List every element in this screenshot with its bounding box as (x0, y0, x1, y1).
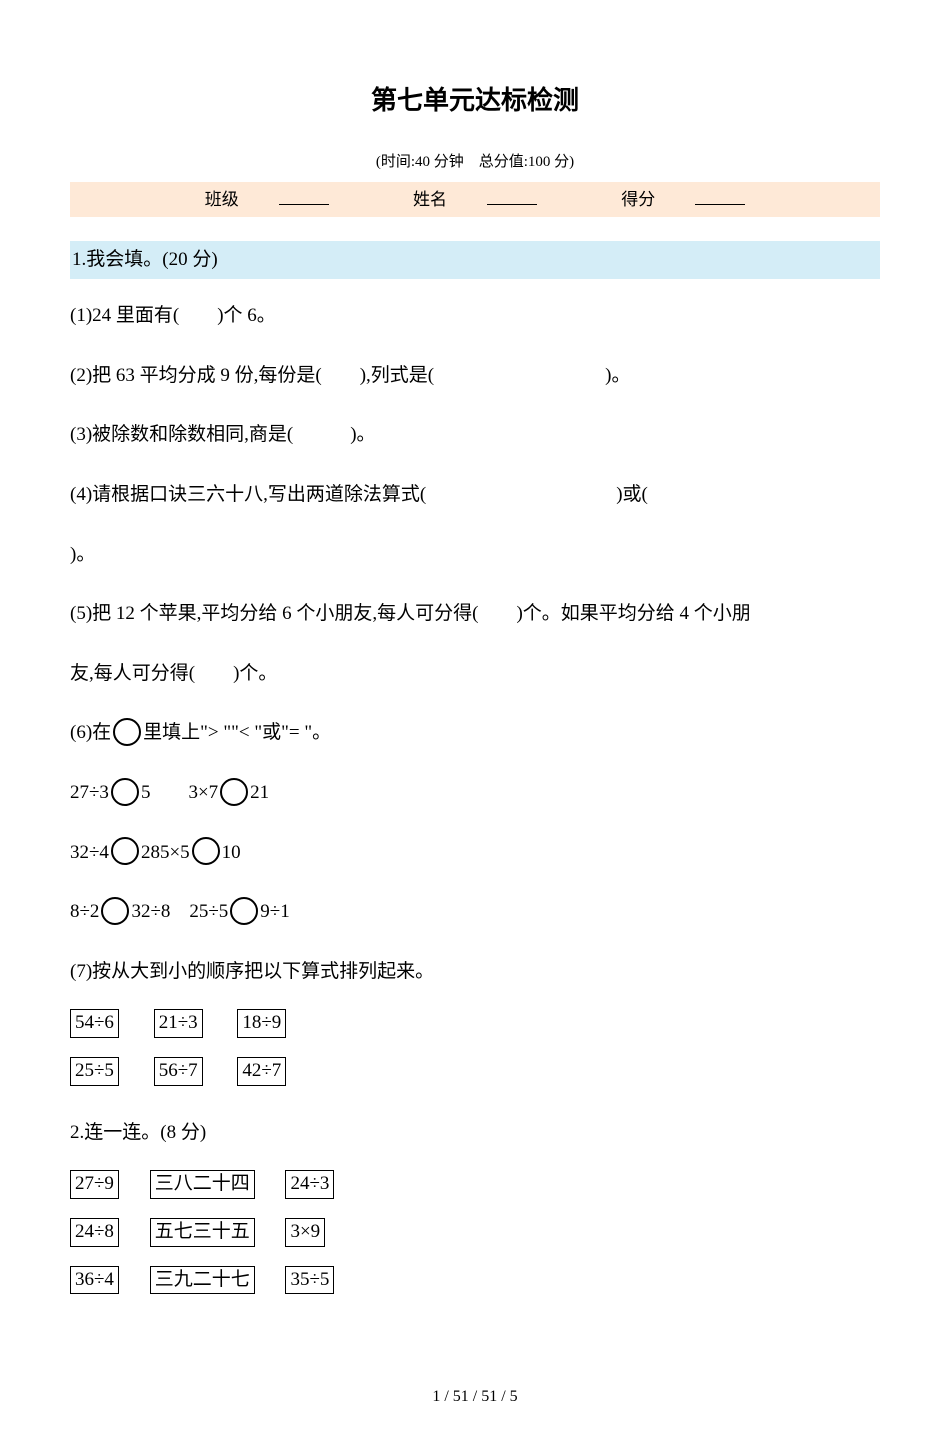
expr-box: 56÷7 (154, 1057, 203, 1086)
page-number: 1 / 51 / 51 / 5 (70, 1384, 880, 1410)
score-label: 得分 (601, 186, 765, 213)
circle-icon (230, 897, 258, 925)
info-row: 班级 姓名 得分 (70, 182, 880, 217)
expr-box: 36÷4 (70, 1266, 119, 1295)
expr-box: 18÷9 (237, 1009, 286, 1038)
expr-box: 42÷7 (237, 1057, 286, 1086)
circle-icon (111, 837, 139, 865)
q1-1: (1)24 里面有( )个 6。 (70, 293, 880, 339)
section-1-header: 1.我会填。(20 分) (70, 241, 880, 279)
q1-7-row1: 54÷6 21÷3 18÷9 (70, 1008, 880, 1048)
circle-icon (220, 778, 248, 806)
expr-box: 27÷9 (70, 1170, 119, 1199)
q1-4b: )。 (70, 532, 880, 578)
s2-row2: 24÷8 五七三十五 3×9 (70, 1217, 880, 1257)
circle-icon (111, 778, 139, 806)
q1-5a: (5)把 12 个苹果,平均分给 6 个小朋友,每人可分得( )个。如果平均分给… (70, 591, 880, 637)
circle-icon (101, 897, 129, 925)
expr-box: 54÷6 (70, 1009, 119, 1038)
circle-icon (113, 718, 141, 746)
expr-box: 24÷3 (285, 1170, 334, 1199)
expr-box: 三九二十七 (150, 1266, 255, 1295)
class-label: 班级 (185, 186, 349, 213)
q1-4a: (4)请根据口诀三六十八,写出两道除法算式( )或( (70, 472, 880, 518)
q1-3: (3)被除数和除数相同,商是( )。 (70, 412, 880, 458)
q1-6-line3: 8÷232÷8 25÷59÷1 (70, 889, 880, 935)
expr-box: 35÷5 (285, 1266, 334, 1295)
s2-row3: 36÷4 三九二十七 35÷5 (70, 1265, 880, 1305)
expr-box: 五七三十五 (150, 1218, 255, 1247)
q1-6: (6)在里填上"> ""< "或"= "。 (70, 710, 880, 756)
q1-5b: 友,每人可分得( )个。 (70, 651, 880, 697)
expr-box: 21÷3 (154, 1009, 203, 1038)
expr-box: 25÷5 (70, 1057, 119, 1086)
expr-box: 三八二十四 (150, 1170, 255, 1199)
expr-box: 3×9 (285, 1218, 325, 1247)
q1-6-line2: 32÷4285×510 (70, 830, 880, 876)
name-label: 姓名 (393, 186, 557, 213)
s2-row1: 27÷9 三八二十四 24÷3 (70, 1169, 880, 1209)
subtitle: (时间:40 分钟 总分值:100 分) (70, 150, 880, 174)
section-2-header: 2.连一连。(8 分) (70, 1110, 880, 1156)
q1-7-row2: 25÷5 56÷7 42÷7 (70, 1056, 880, 1096)
q1-7: (7)按从大到小的顺序把以下算式排列起来。 (70, 949, 880, 995)
page-title: 第七单元达标检测 (70, 80, 880, 122)
expr-box: 24÷8 (70, 1218, 119, 1247)
q1-6-line1: 27÷35 3×721 (70, 770, 880, 816)
circle-icon (192, 837, 220, 865)
q1-2: (2)把 63 平均分成 9 份,每份是( ),列式是( )。 (70, 353, 880, 399)
